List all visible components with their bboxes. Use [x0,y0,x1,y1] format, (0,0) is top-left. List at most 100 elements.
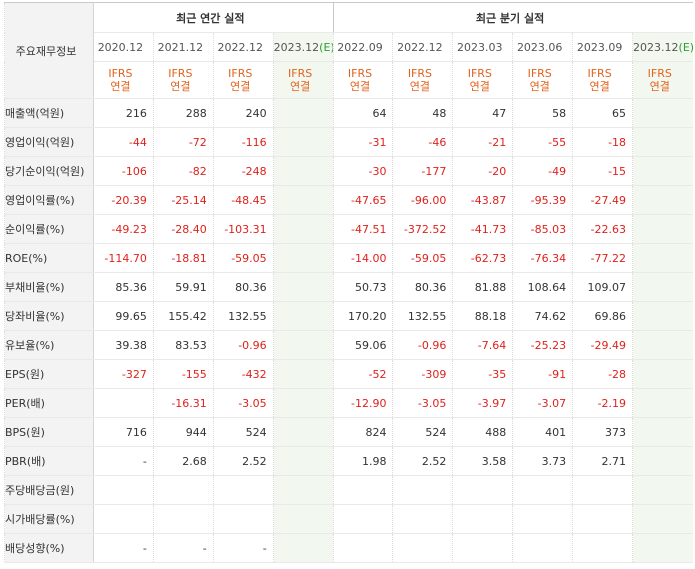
table-cell [632,243,693,273]
table-cell: -7.64 [452,330,513,360]
table-cell [272,446,334,476]
table-row: 부채비율(%) 85.36 59.91 80.36 50.73 80.36 81.88 108… [4,272,693,302]
consolidated-label: 연결 [230,80,251,93]
row-label: 유보율(%) [4,330,94,360]
period-header: 2023.03 [452,32,513,62]
table-cell: -29.49 [572,330,633,360]
row-label: 당기순이익(억원) [4,156,94,186]
table-cell: 2.71 [572,446,633,476]
table-cell: -47.51 [332,214,393,244]
table-cell: 524 [392,417,453,447]
table-cell: 132.55 [392,301,453,331]
row-label: 부채비율(%) [4,272,94,302]
table-cell [272,214,334,244]
table-cell [512,533,573,563]
table-cell [272,98,334,128]
table-cell [632,272,693,302]
period-label: 2022.12 [217,40,263,54]
table-cell: 401 [512,417,573,447]
period-label: 2023.12 [273,40,320,54]
table-cell: -432 [212,359,274,389]
table-cell [93,504,154,534]
ifrs-label: IFRS [228,67,253,80]
ifrs-label: IFRS [288,67,313,80]
table-cell: -59.05 [212,243,274,273]
period-header: 2023.12(E) [632,32,693,62]
table-cell: - [152,533,214,563]
period-label: 2023.06 [516,40,563,54]
ifrs-header: IFRS 연결 [93,61,154,99]
table-cell [632,446,693,476]
table-cell: -116 [212,127,274,157]
table-cell: 132.55 [212,301,274,331]
period-header: 2023.06 [512,32,573,62]
table-cell: -16.31 [152,388,214,418]
table-cell: 65 [572,98,633,128]
table-cell: 373 [572,417,633,447]
row-label: 순이익률(%) [4,214,94,244]
table-cell [572,504,633,534]
table-cell [632,98,693,128]
table-cell [452,504,513,534]
period-header: 2022.12 [212,32,274,62]
period-header: 2021.12 [152,32,214,62]
table-cell [632,127,693,157]
table-cell: 69.86 [572,301,633,331]
period-label: 2023.03 [457,40,503,54]
period-label: 2023.09 [576,40,623,54]
corner-label: 주요재무정보 [4,2,94,99]
table-cell: -47.65 [332,185,393,215]
table-cell [93,388,154,418]
table-row: 당기순이익(억원) -106 -82 -248 -30 -177 -20 -49 -15 [4,156,693,186]
table-cell [452,533,513,563]
table-cell: -21 [452,127,513,157]
table-cell: 1.98 [332,446,393,476]
table-cell: -327 [93,359,154,389]
table-cell: 39.38 [93,330,154,360]
table-cell: -59.05 [392,243,453,273]
table-cell: 288 [152,98,214,128]
table-cell: 2.52 [392,446,453,476]
table-cell: -96.00 [392,185,453,215]
table-row: 매출액(억원) 216 288 240 64 48 47 58 65 [4,98,693,128]
table-cell [212,475,274,505]
table-cell [632,156,693,186]
consolidated-label: 연결 [589,80,610,93]
table-cell: 58 [512,98,573,128]
table-cell [512,504,573,534]
table-cell: 216 [93,98,154,128]
period-header: 2020.12 [93,32,154,62]
ifrs-label: IFRS [168,67,193,80]
table-cell: 64 [332,98,393,128]
table-row: 영업이익(억원) -44 -72 -116 -31 -46 -21 -55 -18 [4,127,693,157]
table-cell: 3.58 [452,446,513,476]
table-cell: -82 [152,156,214,186]
table-cell [632,388,693,418]
table-cell: 59.06 [332,330,393,360]
table-cell [452,475,513,505]
table-row: 주당배당금(원) [4,475,693,505]
ifrs-header: IFRS 연결 [212,61,274,99]
table-cell: -3.97 [452,388,513,418]
table-cell: -85.03 [512,214,573,244]
table-cell: 80.36 [212,272,274,302]
table-cell: -12.90 [332,388,393,418]
table-cell: 155.42 [152,301,214,331]
table-cell: 85.36 [93,272,154,302]
consolidated-label: 연결 [290,80,311,93]
consolidated-label: 연결 [469,80,490,93]
row-label: 영업이익률(%) [4,185,94,215]
financial-summary-table: 주요재무정보 최근 연간 실적 최근 분기 실적 2020.12 2021.12 2… [4,2,693,563]
estimate-marker: (E) [319,40,333,54]
row-label: EPS(원) [4,359,94,389]
consolidated-label: 연결 [170,80,191,93]
table-cell [272,301,334,331]
period-header: 2023.09 [572,32,633,62]
table-cell: -25.23 [512,330,573,360]
table-cell: -20 [452,156,513,186]
ifrs-header: IFRS 연결 [152,61,214,99]
table-row: 영업이익률(%) -20.39 -25.14 -48.45 -47.65 -96.00 -4… [4,185,693,215]
table-row: 배당성향(%) - - - [4,533,693,563]
table-cell: -91 [512,359,573,389]
row-label: PER(배) [4,388,94,418]
